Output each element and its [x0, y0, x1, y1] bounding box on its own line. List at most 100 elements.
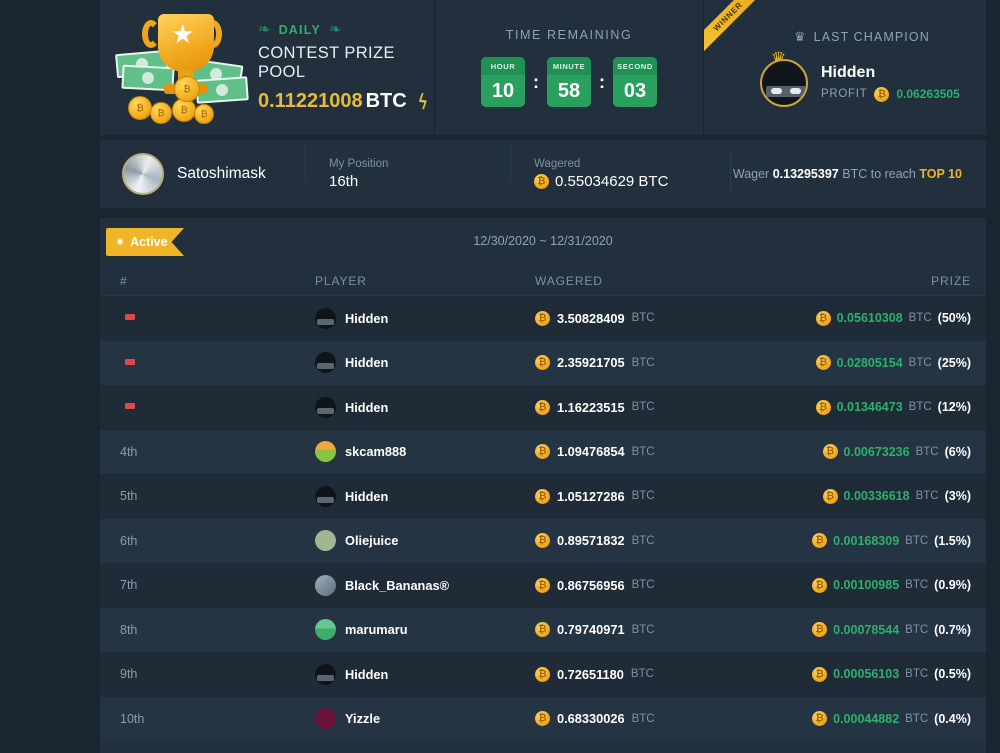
ninja-mask-avatar-icon — [760, 58, 808, 107]
cell-player: marumaru — [315, 619, 535, 641]
player-avatar — [315, 530, 336, 552]
trophy-handle-left — [142, 19, 160, 48]
table-row[interactable]: 6th Oliejuice ₿ 0.89571832 BTC ₿ 0.00168309 BTC… — [100, 518, 986, 563]
cell-rank: 7th — [100, 576, 315, 594]
cell-player: skcam888 — [315, 441, 535, 463]
table-row[interactable]: 8th marumaru ₿ 0.79740971 BTC ₿ 0.00078544 BTC (… — [100, 607, 986, 652]
timer-separator: : — [599, 71, 605, 92]
cell-wagered: ₿ 0.72651180 BTC — [535, 666, 736, 682]
countdown-timer: HOUR 10 : MINUTE 58 : SECOND 03 — [481, 57, 657, 107]
bitcoin-icon: ₿ — [535, 533, 550, 549]
time-remaining-card: TIME REMAINING HOUR 10 : MINUTE 58 : SEC… — [435, 0, 703, 135]
crown-icon: ♛ — [794, 28, 806, 44]
reach-target: TOP 10 — [919, 167, 962, 181]
table-row[interactable]: Hidden ₿ 3.50828409 BTC ₿ 0.05610308 BTC (50%) — [100, 296, 986, 341]
wagered-amount: 0.68330026 — [557, 711, 625, 727]
table-row[interactable]: 10th Yizzle ₿ 0.68330026 BTC ₿ 0.00044882 BTC (0… — [100, 696, 986, 741]
player-name: Hidden — [345, 355, 389, 371]
user-avatar — [122, 153, 164, 195]
prize-unit: BTC — [905, 712, 929, 725]
table-row[interactable]: 9th Hidden ₿ 0.72651180 BTC ₿ 0.00056103 BTC (0.… — [100, 652, 986, 697]
rank-text: 6th — [120, 533, 138, 548]
player-name: Oliejuice — [345, 533, 399, 549]
timer-second-value: 03 — [623, 79, 647, 102]
prize-percent: (0.9%) — [934, 578, 971, 593]
cell-wagered: ₿ 3.50828409 BTC — [535, 310, 736, 326]
laurel-right-icon: ❧ — [328, 21, 342, 38]
table-row[interactable]: Hidden ₿ 2.35921705 BTC ₿ 0.02805154 BTC (25%) — [100, 340, 986, 385]
rank-text: 5th — [120, 489, 138, 504]
table-header: # PLAYER WAGERED PRIZE — [100, 266, 986, 296]
tab-active[interactable]: ✷ Active — [106, 228, 184, 256]
bitcoin-icon: ₿ — [812, 533, 828, 549]
cell-player: Hidden — [315, 307, 535, 329]
wagered-unit: BTC — [631, 623, 655, 636]
cell-prize: ₿ 0.01346473 BTC (12%) — [736, 399, 986, 415]
bitcoin-icon: ₿ — [812, 666, 828, 682]
table-row[interactable]: 7th Black_Bananas® ₿ 0.86756956 BTC ₿ 0.001009… — [100, 563, 986, 608]
player-avatar — [315, 396, 336, 418]
table-row[interactable]: Hidden ₿ 1.16223515 BTC ₿ 0.01346473 BTC (12%) — [100, 385, 986, 430]
bitcoin-icon: ₿ — [535, 577, 550, 593]
prize-percent: (3%) — [944, 489, 971, 504]
prize-amount: 0.01346473 — [836, 400, 903, 415]
prize-percent: (1.5%) — [934, 533, 971, 548]
cell-rank: 10th — [100, 710, 315, 728]
last-champion-card: WINNER ♛ LAST CHAMPION ♛ Hidden PROFIT ₿ — [704, 0, 986, 135]
tab-active-label: Active — [130, 235, 168, 249]
wagered-amount: 1.16223515 — [557, 399, 625, 415]
last-champion-heading: LAST CHAMPION — [813, 29, 930, 44]
prize-amount: 0.00673236 — [843, 444, 910, 459]
reach-unit: BTC — [842, 167, 868, 181]
cell-prize: ₿ 0.00336618 BTC (3%) — [736, 488, 986, 504]
bitcoin-icon: ₿ — [822, 444, 838, 460]
wagered-amount: 1.09476854 — [557, 444, 625, 460]
prize-unit: BTC — [908, 401, 932, 414]
cell-wagered: ₿ 0.79740971 BTC — [535, 622, 736, 638]
wagered-amount: 0.79740971 — [557, 622, 625, 638]
my-position-stat: My Position 16th — [305, 144, 510, 190]
cell-wagered: ₿ 1.09476854 BTC — [535, 444, 736, 460]
date-range: 12/30/2020 ~ 12/31/2020 — [473, 234, 613, 248]
timer-separator: : — [533, 71, 539, 92]
wagered-unit: BTC — [631, 445, 655, 458]
table-row[interactable]: 4th skcam888 ₿ 1.09476854 BTC ₿ 0.00673236 BTC (… — [100, 429, 986, 474]
player-name: Hidden — [345, 399, 389, 415]
profit-label: PROFIT — [821, 88, 868, 100]
prize-unit: BTC — [915, 490, 939, 503]
reach-prefix: Wager — [732, 167, 770, 181]
bitcoin-icon: ₿ — [535, 622, 550, 638]
bitcoin-icon: ₿ — [812, 577, 828, 593]
player-name: skcam888 — [345, 444, 407, 460]
bitcoin-coin-icon — [194, 103, 214, 124]
wagered-unit: BTC — [631, 579, 655, 592]
cell-wagered: ₿ 2.35921705 BTC — [535, 355, 736, 371]
cell-wagered: ₿ 0.86756956 BTC — [535, 577, 736, 593]
timer-second-caption: SECOND — [613, 57, 657, 75]
wagered-amount: 0.86756956 — [557, 577, 625, 593]
cell-wagered: ₿ 1.05127286 BTC — [535, 488, 736, 504]
rank-text: 4th — [120, 444, 138, 459]
cell-prize: ₿ 0.00673236 BTC (6%) — [736, 444, 986, 460]
wagered-value-wrap: ₿ 0.55034629 BTC — [534, 173, 730, 190]
bitcoin-coin-icon — [128, 95, 152, 120]
header-cards: ★ ❧ DAILY ❧ CONTEST PRIZE POOL — [100, 0, 986, 135]
bitcoin-coin-icon — [172, 97, 196, 122]
prize-amount: 0.00078544 — [833, 622, 900, 637]
cell-player: Hidden — [315, 352, 535, 374]
cell-prize: ₿ 0.00078544 BTC (0.7%) — [736, 622, 986, 638]
timer-minute-caption: MINUTE — [547, 57, 591, 75]
current-user[interactable]: Satoshimask — [100, 153, 305, 195]
player-avatar — [315, 441, 336, 463]
prize-percent: (50%) — [937, 311, 971, 326]
player-avatar — [315, 307, 336, 329]
timer-hour-value: 10 — [491, 79, 515, 102]
prize-percent: (0.5%) — [934, 667, 971, 682]
prize-pool-amount: 0.11221008 BTC — [258, 90, 407, 113]
table-row[interactable]: 5th Hidden ₿ 1.05127286 BTC ₿ 0.00336618 BTC (3%… — [100, 474, 986, 519]
username: Satoshimask — [177, 165, 266, 182]
wagered-amount: 0.89571832 — [557, 533, 625, 549]
column-header-prize: PRIZE — [931, 273, 971, 288]
rank-text: 7th — [120, 578, 138, 593]
rank-text: 10th — [120, 711, 145, 726]
